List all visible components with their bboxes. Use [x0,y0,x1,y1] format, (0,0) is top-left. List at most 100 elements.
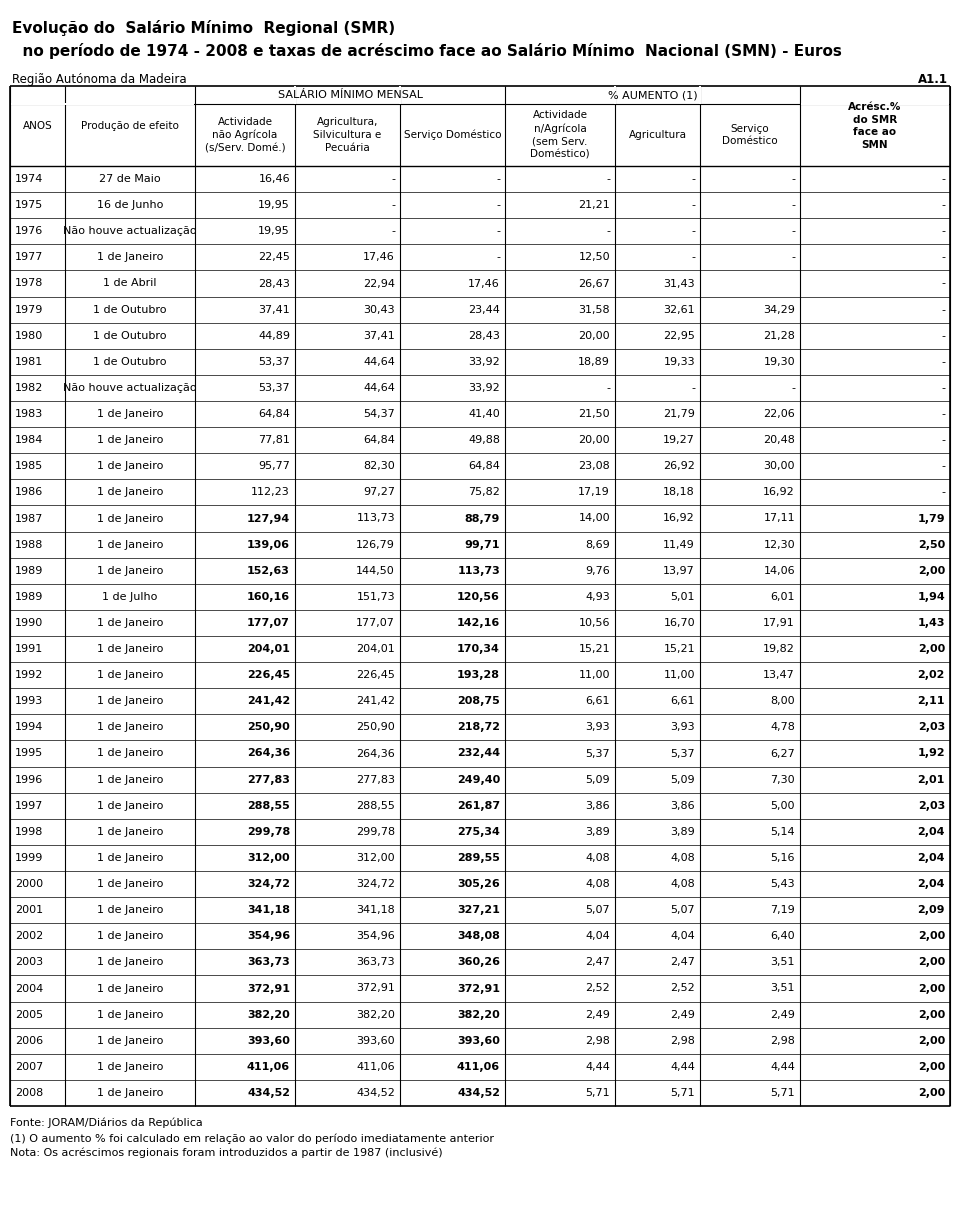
Text: 26,67: 26,67 [578,279,610,288]
Text: 9,76: 9,76 [586,566,610,575]
Text: 226,45: 226,45 [247,671,290,680]
Text: -: - [496,200,500,210]
Text: % AUMENTO (1): % AUMENTO (1) [608,90,697,100]
Text: 2,04: 2,04 [918,853,945,863]
Text: 37,41: 37,41 [363,330,395,341]
Text: 1998: 1998 [15,827,43,837]
Text: 64,84: 64,84 [258,409,290,418]
Text: 1988: 1988 [15,539,43,550]
Text: 17,46: 17,46 [363,252,395,263]
Text: 44,89: 44,89 [258,330,290,341]
Text: -: - [391,227,395,236]
Text: 4,08: 4,08 [586,853,610,863]
Text: 393,60: 393,60 [247,1036,290,1046]
Text: 22,95: 22,95 [663,330,695,341]
Text: 18,89: 18,89 [578,357,610,367]
Bar [294,86,296,104]
Text: 1994: 1994 [15,722,43,732]
Text: 75,82: 75,82 [468,487,500,497]
Text: 1 de Janeiro: 1 de Janeiro [97,984,163,994]
Text: Não houve actualização: Não houve actualização [63,384,197,393]
Text: 31,58: 31,58 [578,305,610,315]
Text: 3,51: 3,51 [771,984,795,994]
Text: 3,93: 3,93 [670,722,695,732]
Text: 2005: 2005 [15,1009,43,1019]
Text: 2,49: 2,49 [670,1009,695,1019]
Text: 37,41: 37,41 [258,305,290,315]
Text: -: - [606,384,610,393]
Text: 2,00: 2,00 [918,1036,945,1046]
Text: 1981: 1981 [15,357,43,367]
Text: 3,86: 3,86 [670,801,695,810]
Text: 2,47: 2,47 [670,958,695,967]
Text: 4,93: 4,93 [586,592,610,602]
Text: 12,50: 12,50 [578,252,610,263]
Text: 2,00: 2,00 [918,1088,945,1097]
Text: 44,64: 44,64 [363,357,395,367]
Text: 1 de Janeiro: 1 de Janeiro [97,461,163,472]
Text: 261,87: 261,87 [457,801,500,810]
Text: 20,00: 20,00 [578,435,610,445]
Text: Actividade
não Agrícola
(s/Serv. Domé.): Actividade não Agrícola (s/Serv. Domé.) [204,117,285,153]
Text: 18,18: 18,18 [663,487,695,497]
Text: 177,07: 177,07 [247,617,290,628]
Bar [11,104,194,105]
Text: 5,14: 5,14 [770,827,795,837]
Text: 17,19: 17,19 [578,487,610,497]
Text: 250,90: 250,90 [356,722,395,732]
Text: 15,21: 15,21 [663,644,695,654]
Text: 6,61: 6,61 [586,696,610,707]
Text: 97,27: 97,27 [363,487,395,497]
Text: 2,00: 2,00 [918,958,945,967]
Text: 5,09: 5,09 [670,774,695,785]
Text: 241,42: 241,42 [356,696,395,707]
Text: 3,86: 3,86 [586,801,610,810]
Text: 142,16: 142,16 [457,617,500,628]
Text: 2,98: 2,98 [770,1036,795,1046]
Text: -: - [791,200,795,210]
Text: 13,47: 13,47 [763,671,795,680]
Text: 1993: 1993 [15,696,43,707]
Text: 28,43: 28,43 [468,330,500,341]
Text: 1997: 1997 [15,801,43,810]
Text: 139,06: 139,06 [247,539,290,550]
Text: -: - [941,409,945,418]
Text: 14,00: 14,00 [578,514,610,523]
Text: 1995: 1995 [15,749,43,759]
Text: 434,52: 434,52 [247,1088,290,1097]
Text: -: - [691,384,695,393]
Text: 120,56: 120,56 [457,592,500,602]
Text: 1 de Janeiro: 1 de Janeiro [97,931,163,941]
Text: -: - [791,252,795,263]
Text: 354,96: 354,96 [247,931,290,941]
Text: 2004: 2004 [15,984,43,994]
Text: -: - [941,252,945,263]
Text: Região Autónoma da Madeira: Região Autónoma da Madeira [12,74,186,86]
Text: 327,21: 327,21 [457,906,500,915]
Text: 113,73: 113,73 [457,566,500,575]
Text: 5,09: 5,09 [586,774,610,785]
Text: 33,92: 33,92 [468,357,500,367]
Text: 11,00: 11,00 [663,671,695,680]
Text: 277,83: 277,83 [247,774,290,785]
Text: 1 de Janeiro: 1 de Janeiro [97,644,163,654]
Text: 160,16: 160,16 [247,592,290,602]
Text: 204,01: 204,01 [247,644,290,654]
Text: 393,60: 393,60 [457,1036,500,1046]
Text: 13,97: 13,97 [663,566,695,575]
Text: 218,72: 218,72 [457,722,500,732]
Text: 64,84: 64,84 [363,435,395,445]
Text: 23,44: 23,44 [468,305,500,315]
Text: 126,79: 126,79 [356,539,395,550]
Text: 1976: 1976 [15,227,43,236]
Text: 2000: 2000 [15,879,43,889]
Text: 7,19: 7,19 [770,906,795,915]
Text: 1979: 1979 [15,305,43,315]
Text: -: - [941,435,945,445]
Text: 31,43: 31,43 [663,279,695,288]
Text: 1975: 1975 [15,200,43,210]
Bar [801,104,949,105]
Text: 2001: 2001 [15,906,43,915]
Text: 64,84: 64,84 [468,461,500,472]
Text: 19,33: 19,33 [663,357,695,367]
